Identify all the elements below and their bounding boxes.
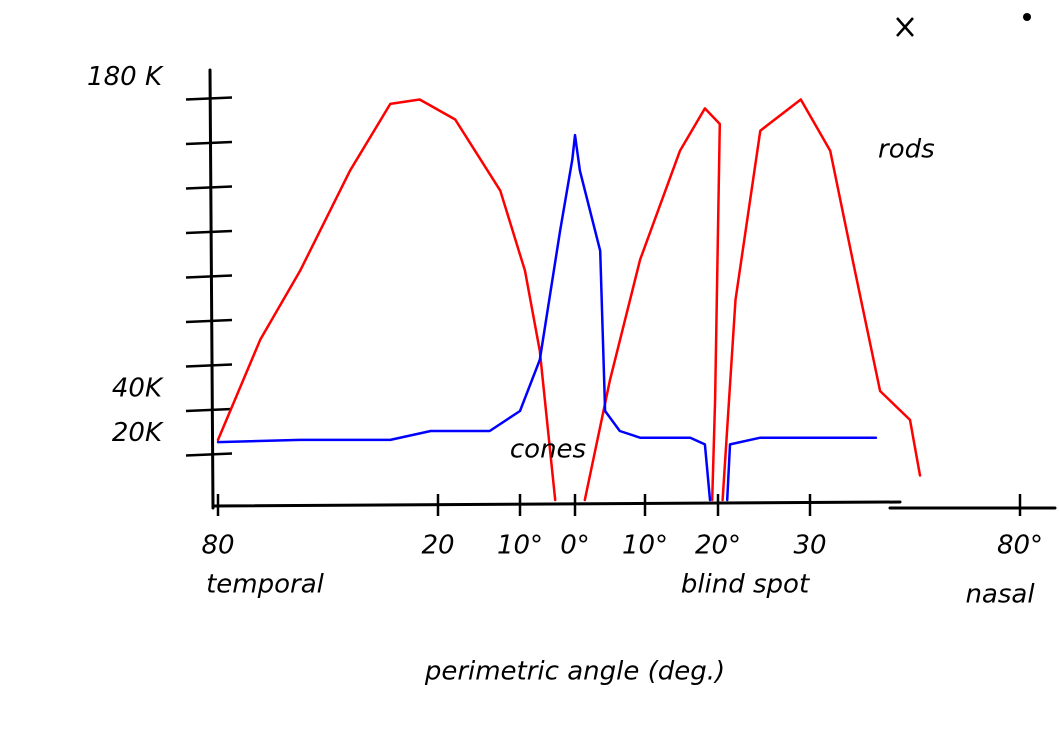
region-label: blind spot [681,570,810,600]
stray-dot [1023,13,1031,21]
y-tick [185,140,233,146]
x-axis [211,500,1057,510]
y-tick-label: 180 K [87,62,164,92]
region-label: nasal [965,580,1035,610]
x-tick-label: 20 [421,531,454,561]
x-tick-label: 10° [497,531,543,561]
region-label: temporal [206,570,325,600]
y-tick [185,407,233,413]
x-tick-label: 10° [622,531,668,561]
series-line [216,98,922,502]
x-tick-label: 80 [201,531,234,561]
x-axis-label: perimetric angle (deg.) [424,657,725,687]
series-label: cones [510,435,586,465]
series-line [216,133,878,502]
x-tick-label: 80° [997,531,1043,561]
y-axis [208,68,215,510]
y-tick [185,185,233,190]
y-tick-label: 20K [112,418,164,448]
y-tick [185,229,233,235]
y-tick [185,452,233,457]
x-tick-label: 0° [560,531,590,561]
y-tick-label: 40K [112,374,164,404]
y-tick [185,318,233,324]
y-tick [185,274,233,279]
series-label: rods [878,135,935,165]
y-tick [185,363,233,368]
y-tick [185,96,233,101]
x-tick-label: 30 [793,531,826,561]
stray-mark [896,17,914,37]
x-tick-label: 20° [695,531,741,561]
